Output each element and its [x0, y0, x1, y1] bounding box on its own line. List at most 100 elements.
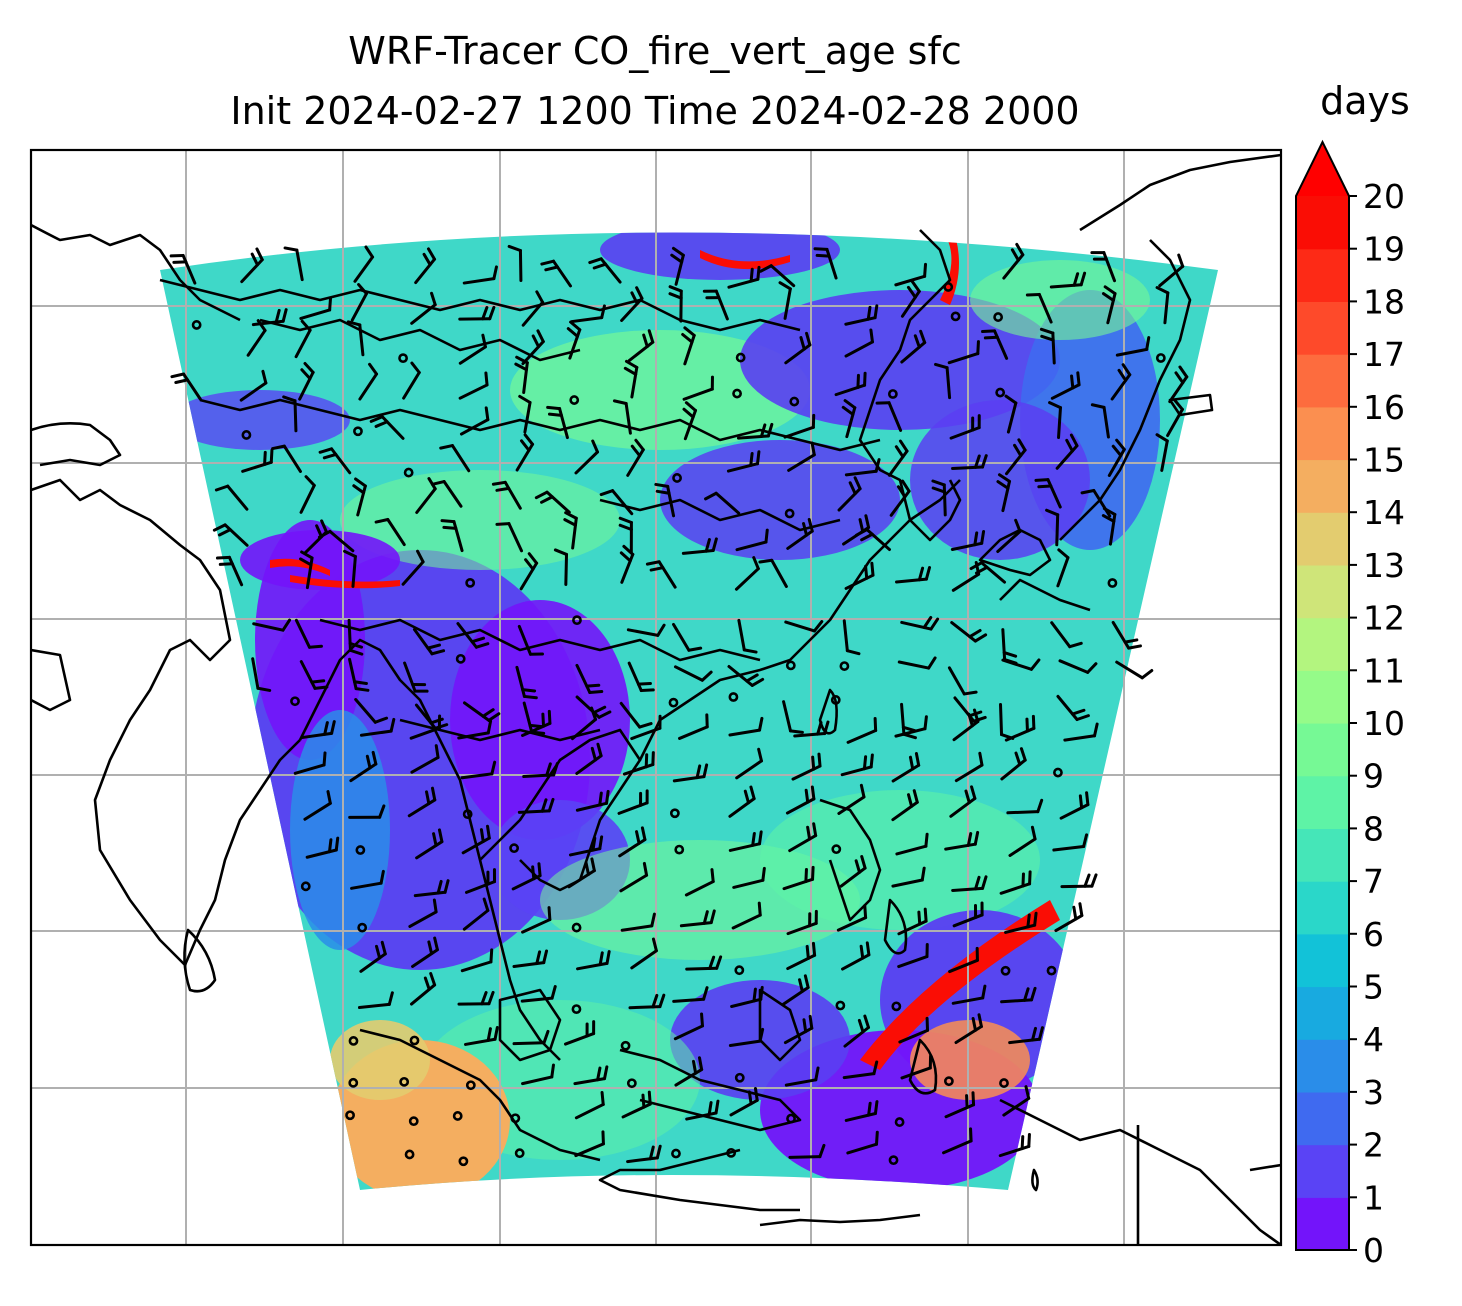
wind-barb [628, 993, 666, 1010]
coastlines [31, 153, 1281, 1245]
calm-wind-marker [571, 922, 582, 933]
wind-barb [793, 720, 830, 738]
calm-wind-marker [995, 387, 1006, 398]
wind-barb [900, 1054, 933, 1080]
wind-barb [627, 329, 655, 363]
wind-barb [1155, 286, 1170, 325]
wind-barb [894, 262, 928, 287]
wind-barb [952, 901, 984, 928]
wind-barb [842, 619, 861, 656]
wind-barb [460, 760, 497, 780]
wind-barb [1006, 798, 1044, 815]
wind-barb [618, 516, 633, 555]
wind-barb [998, 1132, 1031, 1158]
colorbar-extend-arrow [1296, 142, 1349, 196]
wind-barb [836, 904, 868, 932]
wind-barb [271, 444, 302, 473]
wind-barb [1002, 242, 1025, 280]
wind-barb [728, 1027, 765, 1048]
wind-barb [622, 751, 655, 776]
wind-barb [350, 869, 385, 890]
wind-barb [457, 719, 493, 740]
wind-barb [1101, 285, 1117, 325]
wind-barb [299, 475, 316, 514]
wind-barb [574, 439, 599, 475]
wind-barb [246, 319, 267, 357]
wind-barb [305, 836, 340, 859]
wind-barb [357, 991, 394, 1010]
wind-barb [846, 717, 878, 744]
wind-barb [999, 870, 1032, 895]
wind-barb [728, 785, 756, 818]
wind-barb [840, 753, 874, 777]
wind-barb [252, 618, 292, 632]
calm-wind-marker [950, 311, 961, 322]
calm-wind-marker [1000, 965, 1011, 976]
wind-barb [949, 785, 977, 818]
wind-barb [440, 519, 464, 553]
wind-barb [891, 751, 921, 783]
calm-wind-marker [1053, 767, 1063, 778]
wind-barb [412, 627, 446, 656]
wind-barb [359, 717, 396, 737]
wind-barb [518, 394, 532, 434]
wind-barb [612, 399, 632, 435]
wind-barb [727, 265, 761, 289]
wind-barb [996, 473, 1011, 513]
colorbar-tick-label: 18 [1363, 282, 1405, 321]
colorbar-tick-label: 10 [1363, 704, 1405, 743]
calm-wind-marker [408, 1116, 419, 1127]
colorbar-tick-label: 11 [1363, 651, 1405, 690]
wind-barb [567, 857, 596, 889]
wind-barb [1025, 292, 1053, 324]
wind-barb [951, 984, 987, 1005]
wind-barb [251, 308, 288, 327]
wind-barb [672, 622, 703, 652]
wind-barb [374, 518, 406, 547]
calm-wind-marker [510, 1113, 521, 1124]
wind-barb [461, 824, 491, 855]
wind-barb [299, 550, 314, 590]
colorbar-bin [1296, 775, 1349, 829]
calm-wind-marker [735, 352, 746, 363]
wind-barb [458, 333, 487, 365]
wind-barb [1110, 363, 1132, 401]
wind-barb [996, 518, 1022, 554]
wind-barb [599, 489, 634, 516]
colorbar-tick-label: 17 [1363, 335, 1405, 374]
wind-barb [458, 305, 496, 321]
calm-wind-marker [993, 312, 1004, 322]
wind-barb [359, 940, 387, 973]
colorbar-tick-label: 12 [1363, 599, 1405, 638]
colorbar-tick-label: 3 [1363, 1073, 1384, 1112]
colorbar-tick-label: 0 [1363, 1231, 1384, 1270]
calm-wind-marker [671, 1148, 681, 1159]
wind-barb [282, 395, 298, 433]
colorbar-tick-label: 8 [1363, 809, 1384, 848]
wind-barb [349, 750, 378, 783]
wind-barb [981, 329, 1009, 360]
wind-barb [785, 785, 816, 815]
calm-wind-marker [509, 843, 520, 854]
wind-barb [895, 832, 929, 856]
calm-wind-marker [357, 922, 368, 933]
wind-barb [942, 1127, 973, 1155]
wind-barb [570, 706, 598, 741]
calm-wind-marker [191, 320, 202, 330]
calm-wind-marker [789, 396, 800, 407]
colorbar-bin [1296, 670, 1349, 724]
calm-wind-marker [462, 809, 473, 820]
wind-barb [931, 479, 947, 517]
wind-barb [540, 259, 572, 288]
calm-wind-marker [569, 395, 580, 405]
wind-barb [844, 328, 874, 358]
calm-wind-marker [669, 808, 680, 819]
calm-wind-marker [348, 1036, 359, 1046]
wind-barb [575, 789, 610, 812]
calm-wind-marker [732, 388, 742, 399]
colorbar-tick-label: 14 [1363, 493, 1405, 532]
wind-barb [409, 972, 437, 1006]
calm-wind-marker [404, 1149, 415, 1160]
wind-barb [735, 747, 763, 780]
wind-barb [620, 912, 656, 932]
